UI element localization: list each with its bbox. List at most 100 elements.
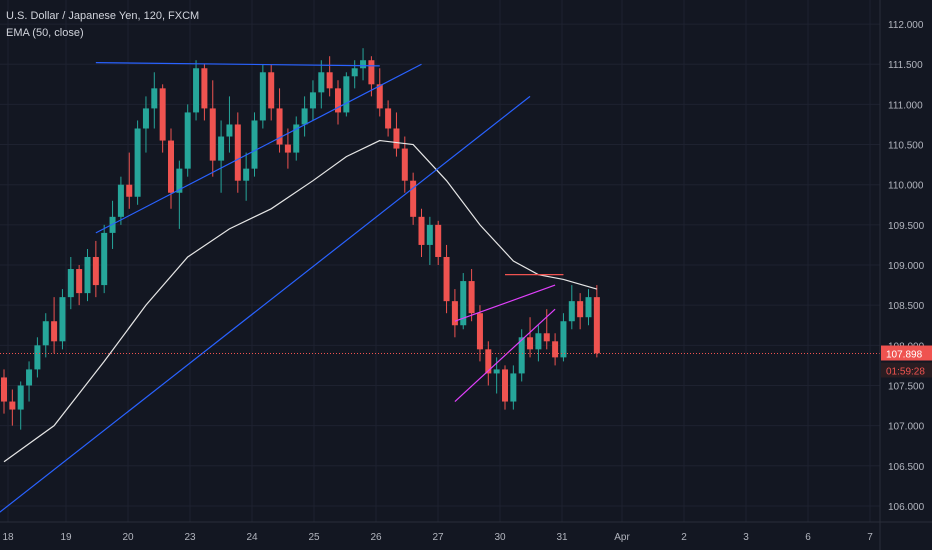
candle-up[interactable] <box>218 136 225 161</box>
price-tick-label: 110.500 <box>888 141 924 152</box>
candle-down[interactable] <box>593 297 600 354</box>
candle-down[interactable] <box>268 72 275 109</box>
candle-up[interactable] <box>151 88 158 109</box>
candle-down[interactable] <box>284 144 291 153</box>
candle-up[interactable] <box>343 76 350 113</box>
candle-up[interactable] <box>142 108 149 129</box>
symbol-title: U.S. Dollar / Japanese Yen, 120, FXCM <box>6 10 200 22</box>
candle-up[interactable] <box>101 232 108 286</box>
candle-up[interactable] <box>426 224 433 245</box>
candle-up[interactable] <box>34 345 41 370</box>
time-tick-label: 18 <box>2 532 14 543</box>
candle-down[interactable] <box>92 256 99 286</box>
candle-down[interactable] <box>476 313 483 350</box>
candle-down[interactable] <box>234 124 241 181</box>
candle-down[interactable] <box>326 72 333 89</box>
candle-down[interactable] <box>1 377 7 402</box>
candle-down[interactable] <box>552 341 559 358</box>
candle-down[interactable] <box>451 301 458 326</box>
candle-down[interactable] <box>51 321 58 342</box>
candle-down[interactable] <box>276 108 283 145</box>
candle-up[interactable] <box>84 256 91 294</box>
candle-up[interactable] <box>293 124 300 153</box>
candle-down[interactable] <box>485 349 492 374</box>
candle-up[interactable] <box>493 369 500 374</box>
candle-up[interactable] <box>585 297 592 318</box>
time-tick-label: 31 <box>556 532 568 543</box>
candle-down[interactable] <box>443 256 450 302</box>
time-tick-label: 23 <box>184 532 196 543</box>
candle-down[interactable] <box>418 216 425 245</box>
price-tick-label: 111.000 <box>888 100 923 111</box>
candle-up[interactable] <box>193 68 200 113</box>
candle-down[interactable] <box>502 369 508 402</box>
wedge-lower-line[interactable] <box>454 308 556 402</box>
candle-down[interactable] <box>401 148 408 181</box>
candle-down[interactable] <box>527 337 534 350</box>
candle-down[interactable] <box>159 88 166 141</box>
candle-down[interactable] <box>168 140 174 193</box>
candle-up[interactable] <box>17 385 24 410</box>
countdown-timer: 01:59:28 <box>886 367 925 378</box>
trendline-lower[interactable] <box>0 95 531 522</box>
candle-down[interactable] <box>209 108 216 161</box>
candle-down[interactable] <box>393 128 400 149</box>
candle-up[interactable] <box>42 321 49 346</box>
candle-down[interactable] <box>577 301 584 318</box>
price-tick-label: 112.000 <box>888 20 924 31</box>
candle-up[interactable] <box>460 281 467 326</box>
price-tick-label: 110.000 <box>888 181 924 192</box>
candle-up[interactable] <box>226 124 233 137</box>
indicator-legend: EMA (50, close) <box>6 27 84 39</box>
candle-up[interactable] <box>360 60 367 69</box>
candle-up[interactable] <box>259 72 266 121</box>
candle-down[interactable] <box>201 68 208 109</box>
candle-up[interactable] <box>301 108 308 125</box>
time-tick-label: 19 <box>60 532 72 543</box>
candle-up[interactable] <box>309 92 316 109</box>
candle-up[interactable] <box>26 369 33 386</box>
price-tick-label: 106.500 <box>888 462 925 473</box>
candle-up[interactable] <box>59 297 66 342</box>
candle-down[interactable] <box>468 281 475 314</box>
time-tick-label: 26 <box>370 532 382 543</box>
candle-down[interactable] <box>9 401 16 410</box>
candle-up[interactable] <box>351 68 358 77</box>
candle-up[interactable] <box>560 321 567 358</box>
candle-down[interactable] <box>410 180 417 217</box>
price-tick-label: 109.000 <box>888 261 925 272</box>
candle-up[interactable] <box>510 373 517 402</box>
candle-up[interactable] <box>251 120 258 169</box>
candle-up[interactable] <box>243 168 250 181</box>
candle-up[interactable] <box>318 72 325 93</box>
ema-line[interactable] <box>3 139 598 463</box>
time-tick-label: 7 <box>867 532 873 543</box>
candle-up[interactable] <box>134 128 141 197</box>
time-tick-label: 2 <box>681 532 687 543</box>
candle-up[interactable] <box>67 269 74 298</box>
candle-down[interactable] <box>376 84 383 109</box>
candle-down[interactable] <box>368 60 375 85</box>
price-tick-label: 106.000 <box>888 502 925 513</box>
wedge-upper-line[interactable] <box>454 284 556 322</box>
candle-up[interactable] <box>518 337 525 374</box>
candle-down[interactable] <box>385 108 392 129</box>
candle-down[interactable] <box>543 333 550 342</box>
candle-down[interactable] <box>126 184 133 197</box>
candle-up[interactable] <box>176 168 183 193</box>
resistance-line[interactable] <box>95 62 380 67</box>
candle-up[interactable] <box>535 333 542 350</box>
price-tick-label: 107.000 <box>888 422 925 433</box>
candle-up[interactable] <box>184 112 191 169</box>
candle-down[interactable] <box>435 224 442 257</box>
time-tick-label: 3 <box>743 532 749 543</box>
trendline-upper[interactable] <box>95 63 422 234</box>
candle-down[interactable] <box>335 88 341 113</box>
candle-up[interactable] <box>117 184 124 217</box>
time-tick-label: 20 <box>122 532 134 543</box>
candle-up[interactable] <box>568 301 575 322</box>
last-price-badge <box>881 345 932 361</box>
time-tick-label: 25 <box>308 532 320 543</box>
candle-down[interactable] <box>76 269 83 294</box>
